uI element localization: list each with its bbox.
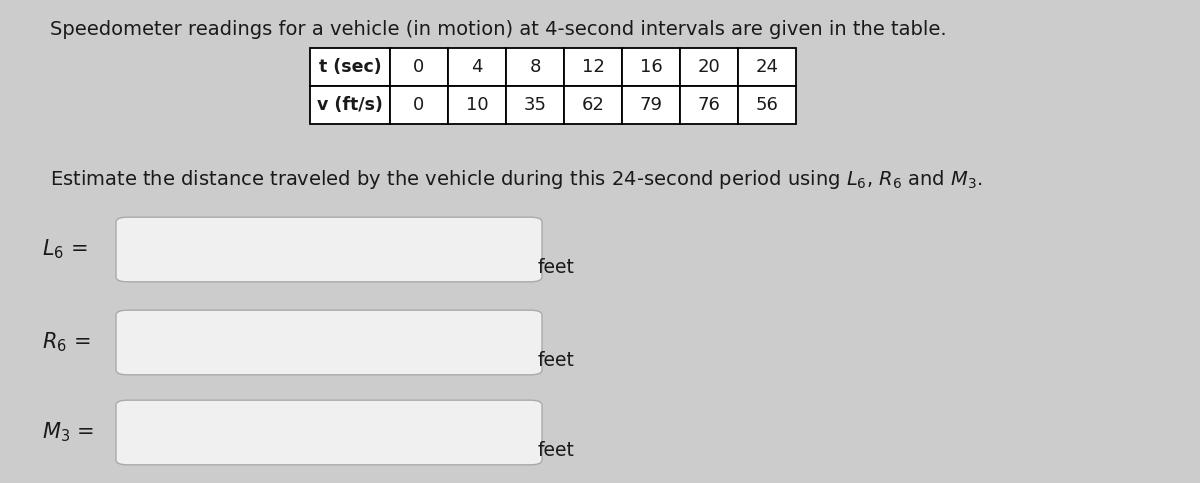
Text: 79: 79: [640, 96, 662, 114]
Text: feet: feet: [538, 441, 575, 460]
FancyBboxPatch shape: [390, 48, 448, 86]
Text: $L_6$ =: $L_6$ =: [42, 238, 88, 261]
FancyBboxPatch shape: [116, 217, 542, 282]
FancyBboxPatch shape: [506, 86, 564, 124]
Text: t (sec): t (sec): [319, 58, 382, 76]
FancyBboxPatch shape: [116, 400, 542, 465]
Text: 76: 76: [697, 96, 720, 114]
FancyBboxPatch shape: [680, 86, 738, 124]
Text: 20: 20: [697, 58, 720, 76]
FancyBboxPatch shape: [310, 48, 390, 86]
FancyBboxPatch shape: [564, 86, 622, 124]
FancyBboxPatch shape: [564, 48, 622, 86]
Text: 0: 0: [413, 96, 425, 114]
FancyBboxPatch shape: [116, 310, 542, 375]
Text: 12: 12: [582, 58, 605, 76]
Text: 56: 56: [756, 96, 779, 114]
FancyBboxPatch shape: [738, 86, 796, 124]
FancyBboxPatch shape: [622, 48, 680, 86]
Text: feet: feet: [538, 258, 575, 277]
FancyBboxPatch shape: [310, 86, 390, 124]
Text: $R_6$ =: $R_6$ =: [42, 331, 90, 355]
Text: 62: 62: [582, 96, 605, 114]
FancyBboxPatch shape: [738, 48, 796, 86]
FancyBboxPatch shape: [506, 48, 564, 86]
Text: Speedometer readings for a vehicle (in motion) at 4-second intervals are given i: Speedometer readings for a vehicle (in m…: [50, 20, 947, 39]
Text: 8: 8: [529, 58, 541, 76]
Text: 24: 24: [756, 58, 779, 76]
FancyBboxPatch shape: [448, 86, 506, 124]
FancyBboxPatch shape: [680, 48, 738, 86]
Text: 10: 10: [466, 96, 488, 114]
Text: 16: 16: [640, 58, 662, 76]
FancyBboxPatch shape: [448, 48, 506, 86]
Text: v (ft/s): v (ft/s): [317, 96, 383, 114]
FancyBboxPatch shape: [622, 86, 680, 124]
FancyBboxPatch shape: [390, 86, 448, 124]
Text: 35: 35: [523, 96, 546, 114]
Text: $M_3$ =: $M_3$ =: [42, 421, 94, 444]
Text: Estimate the distance traveled by the vehicle during this 24-second period using: Estimate the distance traveled by the ve…: [50, 168, 983, 191]
Text: 0: 0: [413, 58, 425, 76]
Text: feet: feet: [538, 351, 575, 370]
Text: 4: 4: [472, 58, 482, 76]
